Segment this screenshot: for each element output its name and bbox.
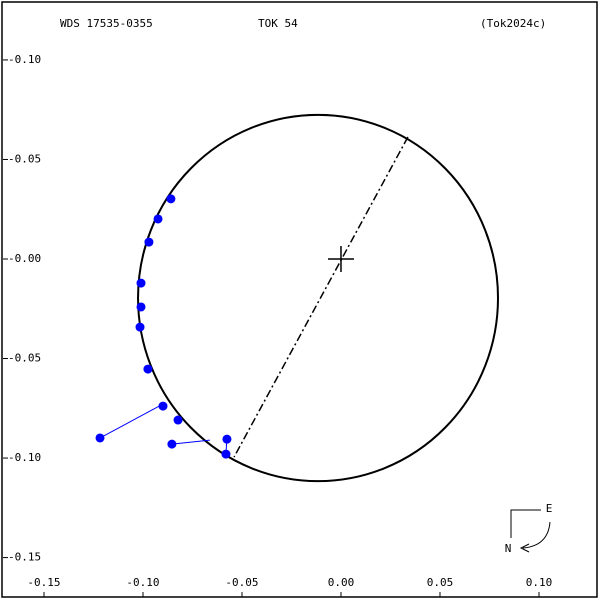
header-ref: (Tok2024c) bbox=[480, 17, 546, 30]
observation-point bbox=[173, 415, 183, 425]
line-of-nodes bbox=[233, 136, 409, 458]
y-tick-label: -0.15 bbox=[8, 551, 41, 564]
observation-point bbox=[136, 302, 146, 312]
observation-point bbox=[158, 401, 168, 411]
x-tick-label: 0.05 bbox=[427, 576, 454, 589]
residual-line bbox=[99, 403, 164, 439]
header-id: WDS 17535-0355 bbox=[60, 17, 153, 30]
compass bbox=[510, 509, 551, 553]
compass-arms bbox=[510, 509, 541, 538]
y-tick-label: -0.10 bbox=[8, 53, 41, 66]
observation-point bbox=[95, 433, 105, 443]
y-tick-label: -0.00 bbox=[8, 252, 41, 265]
observation-point bbox=[144, 237, 154, 247]
observation-point bbox=[153, 214, 163, 224]
residual-line bbox=[171, 439, 210, 445]
x-tick-label: 0.00 bbox=[328, 576, 355, 589]
x-tick-label: 0.10 bbox=[526, 576, 553, 589]
compass-east: E bbox=[546, 502, 553, 515]
y-tick-label: -0.05 bbox=[8, 352, 41, 365]
compass-arrow bbox=[522, 521, 551, 549]
observation-point bbox=[221, 449, 231, 459]
y-tick-label: -0.05 bbox=[8, 152, 41, 165]
observation-point bbox=[167, 439, 177, 449]
y-tick-label: -0.10 bbox=[8, 451, 41, 464]
header-name: TOK 54 bbox=[258, 17, 298, 30]
compass-north: N bbox=[505, 542, 512, 555]
primary-cross bbox=[327, 245, 354, 272]
x-tick-label: -0.15 bbox=[27, 576, 60, 589]
observation-point bbox=[222, 434, 232, 444]
observation-point bbox=[136, 278, 146, 288]
x-tick-label: -0.05 bbox=[225, 576, 258, 589]
x-tick-label: -0.10 bbox=[126, 576, 159, 589]
observation-point bbox=[166, 194, 176, 204]
orbit-ellipse bbox=[137, 113, 499, 483]
observation-point bbox=[135, 322, 145, 332]
compass-arrowhead bbox=[519, 543, 530, 553]
observation-point bbox=[143, 364, 153, 374]
